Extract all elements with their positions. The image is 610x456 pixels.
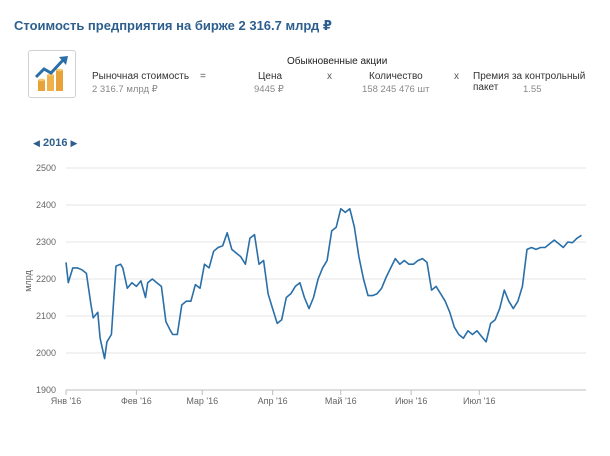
market-cap-label: Рыночная стоимость bbox=[92, 71, 190, 82]
year-selector: ◀ 2016 ▶ bbox=[33, 137, 77, 149]
page-title: Стоимость предприятия на бирже 2 316.7 м… bbox=[14, 18, 332, 33]
chevron-right-icon[interactable]: ▶ bbox=[70, 138, 78, 148]
price-label: Цена bbox=[258, 71, 283, 82]
x-tick-label: Мар '16 bbox=[186, 396, 218, 406]
x-tick-label: Май '16 bbox=[325, 396, 357, 406]
series-line bbox=[65, 207, 582, 360]
y-tick-label: 1900 bbox=[36, 385, 56, 395]
equals-sign: = bbox=[200, 71, 206, 82]
y-tick-label: 2000 bbox=[36, 348, 56, 358]
growth-chart-coins-icon bbox=[28, 50, 76, 98]
x-tick-label: Апр '16 bbox=[258, 396, 288, 406]
multiply-sign-1: x bbox=[327, 71, 332, 82]
y-tick-label: 2100 bbox=[36, 311, 56, 321]
y-tick-label: 2300 bbox=[36, 237, 56, 247]
x-tick-label: Фев '16 bbox=[121, 396, 152, 406]
x-tick-label: Июл '16 bbox=[463, 396, 496, 406]
market-cap-value: 2 316.7 млрд ₽ bbox=[92, 84, 158, 95]
x-tick-label: Июн '16 bbox=[395, 396, 427, 406]
shares-heading: Обыкновенные акции bbox=[287, 56, 388, 67]
year-label: 2016 bbox=[42, 137, 68, 149]
y-axis-label: млрд bbox=[23, 270, 33, 292]
premium-value: 1.55 bbox=[523, 84, 542, 95]
quantity-label: Количество bbox=[369, 71, 423, 82]
price-value: 9445 ₽ bbox=[254, 84, 284, 95]
premium-label: Премия за контрольный пакет bbox=[473, 71, 586, 93]
quantity-value: 158 245 476 шт bbox=[362, 84, 430, 95]
y-tick-label: 2200 bbox=[36, 274, 56, 284]
x-tick-label: Янв '16 bbox=[51, 396, 81, 406]
chevron-left-icon[interactable]: ◀ bbox=[33, 138, 40, 148]
y-tick-label: 2500 bbox=[36, 163, 56, 173]
y-tick-label: 2400 bbox=[36, 200, 56, 210]
multiply-sign-2: x bbox=[454, 71, 459, 82]
